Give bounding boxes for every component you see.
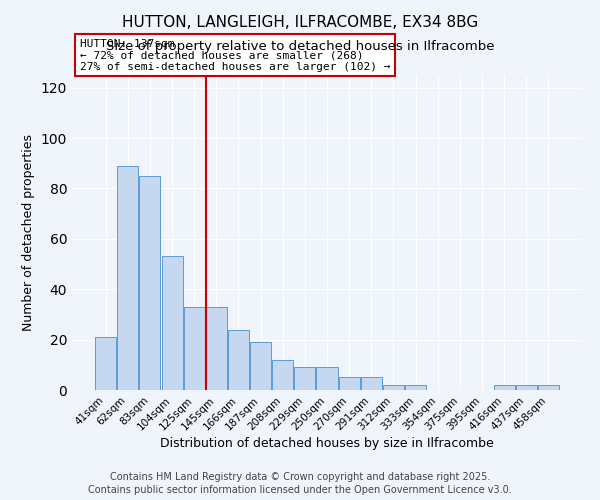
Text: Contains HM Land Registry data © Crown copyright and database right 2025.
Contai: Contains HM Land Registry data © Crown c…	[88, 472, 512, 495]
Bar	[405, 385, 426, 390]
Text: HUTTON, LANGLEIGH, ILFRACOMBE, EX34 8BG: HUTTON, LANGLEIGH, ILFRACOMBE, EX34 8BG	[122, 15, 478, 30]
Bar	[228, 330, 249, 390]
Bar	[515, 385, 536, 390]
Bar	[338, 378, 359, 390]
Bar	[538, 385, 559, 390]
Bar	[295, 368, 316, 390]
Bar	[206, 307, 227, 390]
Text: HUTTON: 137sqm
← 72% of detached houses are smaller (268)
27% of semi-detached h: HUTTON: 137sqm ← 72% of detached houses …	[80, 38, 390, 72]
Bar	[250, 342, 271, 390]
Bar	[272, 360, 293, 390]
Text: Size of property relative to detached houses in Ilfracombe: Size of property relative to detached ho…	[106, 40, 494, 53]
Bar	[383, 385, 404, 390]
Bar	[316, 368, 338, 390]
Bar	[184, 307, 205, 390]
Bar	[494, 385, 515, 390]
Bar	[161, 256, 182, 390]
Bar	[361, 378, 382, 390]
Bar	[139, 176, 160, 390]
Bar	[118, 166, 139, 390]
Y-axis label: Number of detached properties: Number of detached properties	[22, 134, 35, 331]
X-axis label: Distribution of detached houses by size in Ilfracombe: Distribution of detached houses by size …	[160, 438, 494, 450]
Bar	[95, 337, 116, 390]
